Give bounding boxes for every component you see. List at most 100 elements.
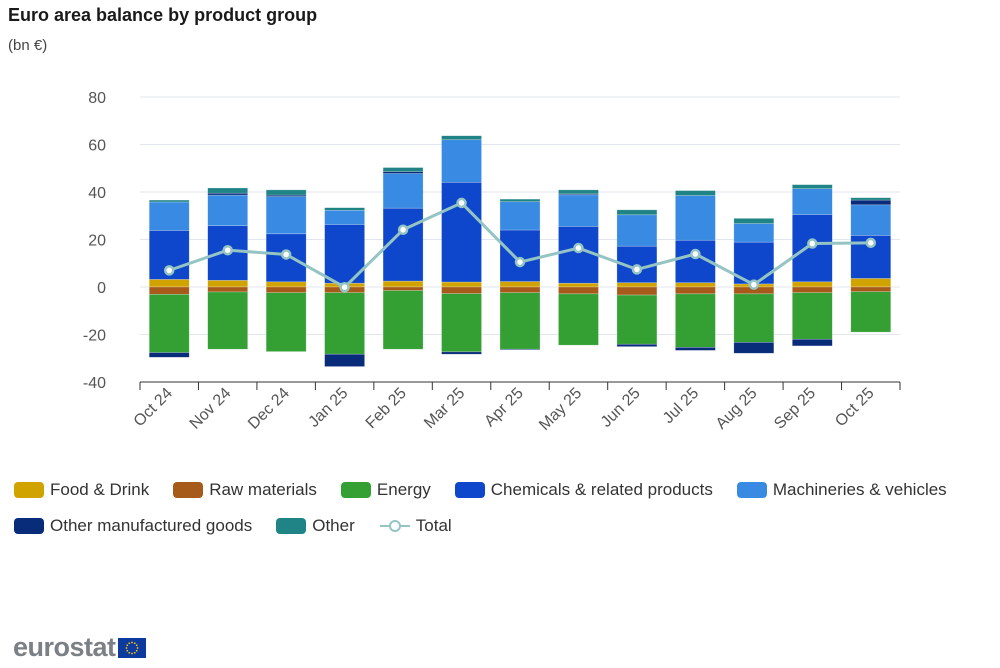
total-point (865, 237, 877, 249)
legend-swatch (276, 518, 307, 534)
bar-raw-materials (382, 286, 424, 291)
total-point (163, 265, 175, 276)
bar-other (675, 190, 716, 196)
bar-raw-materials (616, 286, 658, 296)
bar-chemicals-related-products (558, 226, 599, 284)
bar-machineries-vehicles (324, 209, 365, 225)
legend-item-other[interactable]: Other (276, 516, 355, 536)
bar-other (616, 209, 658, 216)
bar-chemicals-related-products (441, 181, 482, 283)
bar-food-drink (792, 281, 833, 288)
bar-raw-materials (441, 286, 482, 294)
x-tick-label: Jan 25 (305, 385, 351, 431)
bar-other-manufactured-goods (616, 343, 658, 347)
legend-label: Other (312, 516, 355, 535)
eurostat-logo: eurostat (13, 632, 146, 663)
legend-swatch (340, 482, 371, 498)
legend-line-marker-icon (379, 520, 410, 532)
legend-item-other-manufactured-goods[interactable]: Other manufactured goods (14, 516, 252, 536)
legend-item-raw-materials[interactable]: Raw materials (173, 480, 317, 500)
bar-energy (733, 293, 775, 343)
bar-other-manufactured-goods (441, 351, 482, 355)
bar-machineries-vehicles (207, 194, 248, 227)
bar-energy (441, 293, 482, 353)
total-point (748, 279, 760, 290)
bar-machineries-vehicles (558, 194, 599, 227)
legend-swatch (14, 518, 44, 534)
bar-other (792, 184, 833, 189)
bar-energy (850, 291, 892, 333)
bar-raw-materials (850, 286, 892, 293)
legend-swatch (173, 482, 204, 498)
bar-other-manufactured-goods (148, 352, 190, 358)
bar-other-manufactured-goods (733, 342, 775, 354)
total-point (514, 256, 526, 268)
total-point (222, 244, 233, 256)
legend: Food & Drink Raw materials Energy Chemicals… (14, 472, 999, 544)
legend-item-energy[interactable]: Energy (340, 480, 431, 500)
chart-plot: 80 60 40 20 0 -20 -40 Oct 24 Nov 24 Dec 24 Jan 25 F… (83, 90, 901, 434)
legend-label: Energy (376, 480, 431, 499)
bar-energy (265, 292, 307, 352)
bar-raw-materials (675, 286, 716, 295)
total-point (456, 197, 467, 209)
bar-food-drink (441, 281, 482, 288)
legend-swatch (454, 482, 485, 498)
total-point (631, 264, 643, 275)
bar-raw-materials (148, 286, 190, 295)
bar-machineries-vehicles (148, 201, 190, 231)
chart-subtitle: (bn €) (8, 37, 48, 54)
legend-swatch (14, 482, 44, 498)
x-tick-label: Sep 25 (771, 385, 819, 433)
bar-food-drink (148, 279, 190, 288)
bar-raw-materials (792, 286, 833, 293)
bar-energy (324, 292, 365, 355)
x-tick-label: Jul 25 (660, 385, 702, 427)
bar-food-drink (558, 282, 599, 288)
chart-title: Euro area balance by product group (8, 5, 318, 25)
bar-food-drink (382, 280, 424, 288)
bar-other (499, 198, 541, 203)
legend-item-food-drink[interactable]: Food & Drink (14, 480, 149, 500)
x-tick-label: Oct 24 (131, 385, 176, 430)
bar-raw-materials (499, 286, 541, 293)
bar-energy (792, 292, 833, 340)
bar-other (733, 218, 775, 224)
bar-machineries-vehicles (382, 173, 424, 209)
bar-other-manufactured-goods (850, 199, 892, 206)
legend-label: Raw materials (209, 480, 317, 499)
legend-label: Food & Drink (50, 480, 150, 499)
bar-energy (675, 293, 716, 348)
bar-other (207, 187, 248, 194)
bar-energy (499, 292, 541, 350)
bar-food-drink (265, 281, 307, 288)
legend-item-chemicals-related-products[interactable]: Chemicals & related products (454, 480, 713, 500)
legend-label: Chemicals & related products (490, 480, 713, 499)
x-tick-label: Oct 25 (832, 385, 877, 430)
total-point (397, 224, 409, 236)
bar-other-manufactured-goods (324, 353, 365, 367)
bar-energy (207, 291, 248, 350)
bar-machineries-vehicles (850, 204, 892, 236)
y-tick-label: 0 (97, 280, 106, 297)
bar-chemicals-related-products (499, 229, 541, 282)
total-point (573, 242, 584, 254)
bar-other (850, 197, 892, 201)
x-tick-label: Apr 25 (481, 385, 526, 430)
x-tick-label: Mar 25 (421, 385, 468, 432)
total-point (690, 248, 701, 260)
x-tick-label: Jun 25 (598, 385, 644, 431)
x-tick-label: Feb 25 (363, 385, 410, 432)
legend-item-machineries-vehicles[interactable]: Machineries & vehicles (736, 480, 947, 500)
bar-other-manufactured-goods (792, 338, 833, 347)
bar-food-drink (616, 282, 658, 288)
total-point (807, 238, 818, 249)
bar-other (558, 189, 599, 195)
eu-flag-icon (117, 637, 146, 658)
legend-item-total[interactable]: Total (379, 516, 452, 536)
total-point (339, 281, 350, 293)
bar-energy (148, 294, 190, 353)
y-tick-label: 20 (88, 233, 106, 250)
bar-energy (382, 290, 424, 350)
bar-other (265, 189, 307, 196)
